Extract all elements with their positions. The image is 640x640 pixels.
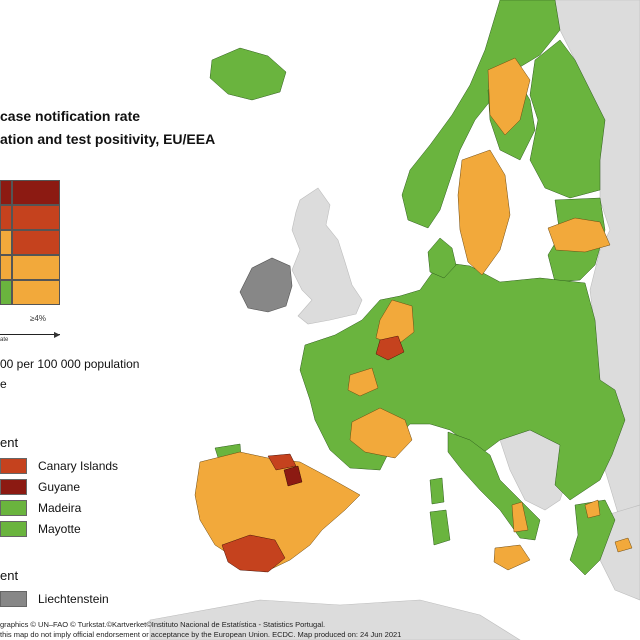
legend-note-2: e	[0, 377, 7, 391]
legend-axis-line	[0, 334, 60, 335]
legend-matrix-cell	[12, 280, 60, 305]
legend-axis-tick: ≥4%	[30, 314, 46, 323]
legend-axis-caption: ate	[0, 337, 9, 343]
legend-matrix-cell	[0, 280, 12, 305]
legend-matrix-cell	[0, 180, 12, 205]
legend-item-label: Canary Islands	[38, 459, 119, 473]
legend-matrix-cell	[12, 255, 60, 280]
legend-matrix-cell	[0, 255, 12, 280]
non-visible-heading: ent	[0, 568, 19, 583]
outermost-heading: ent	[0, 435, 19, 450]
legend-swatch	[0, 500, 27, 516]
legend-swatch	[0, 479, 27, 495]
legend-matrix-cell	[12, 180, 60, 205]
ireland-region	[239, 257, 293, 313]
legend-title-line1: case notification rate	[0, 108, 141, 124]
legend-matrix-cell	[0, 230, 12, 255]
legend-item-label: Guyane	[38, 480, 81, 494]
legend-swatch	[0, 591, 27, 607]
dark-red-regions	[283, 465, 303, 487]
legend-matrix-cell	[12, 205, 60, 230]
legend-matrix-cell	[12, 230, 60, 255]
legend-title-line2: ation and test positivity, EU/EEA	[0, 131, 216, 147]
legend-item-label: Madeira	[38, 501, 82, 515]
footer-sources: graphics © UN–FAO © Turkstat.©Kartverket…	[0, 620, 326, 629]
legend-axis-arrow: ▶	[54, 330, 61, 339]
legend-note-rate: 00 per 100 000 population	[0, 357, 140, 371]
red-regions	[221, 335, 405, 573]
footer-disclaimer: this map do not imply official endorseme…	[0, 630, 402, 639]
legend-swatch	[0, 458, 27, 474]
legend-matrix-cell	[0, 205, 12, 230]
legend-item-label: Liechtenstein	[38, 592, 109, 606]
legend-item-label: Mayotte	[38, 522, 81, 536]
legend-swatch	[0, 521, 27, 537]
